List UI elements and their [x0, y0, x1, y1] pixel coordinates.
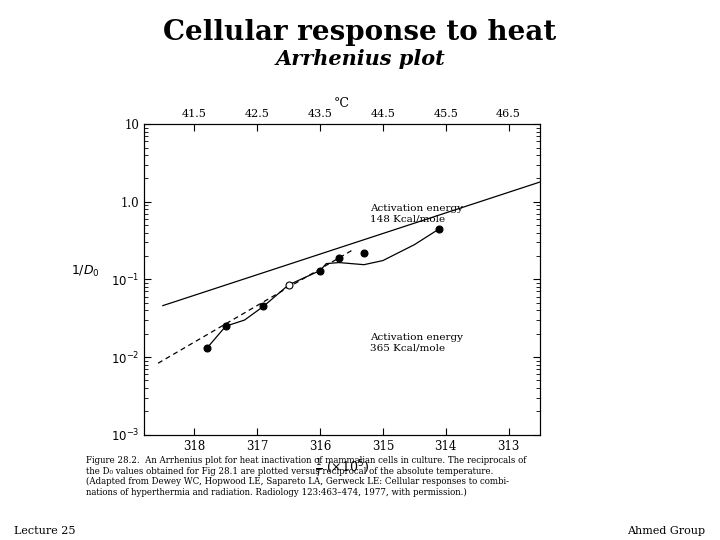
X-axis label: $\frac{1}{T}$ (×10$^{5}$): $\frac{1}{T}$ (×10$^{5}$): [315, 457, 369, 478]
Text: Lecture 25: Lecture 25: [14, 525, 76, 536]
Text: Arrhenius plot: Arrhenius plot: [275, 49, 445, 69]
Text: Cellular response to heat: Cellular response to heat: [163, 19, 557, 46]
Text: Ahmed Group: Ahmed Group: [627, 525, 706, 536]
Text: Activation energy
365 Kcal/mole: Activation energy 365 Kcal/mole: [370, 333, 463, 352]
Text: Figure 28.2.  An Arrhenius plot for heat inactivation of mammalian cells in cult: Figure 28.2. An Arrhenius plot for heat …: [86, 456, 527, 497]
Text: Activation energy
148 Kcal/mole: Activation energy 148 Kcal/mole: [370, 204, 463, 224]
Y-axis label: $1/D_0$: $1/D_0$: [71, 265, 100, 280]
X-axis label: °C: °C: [334, 97, 350, 110]
